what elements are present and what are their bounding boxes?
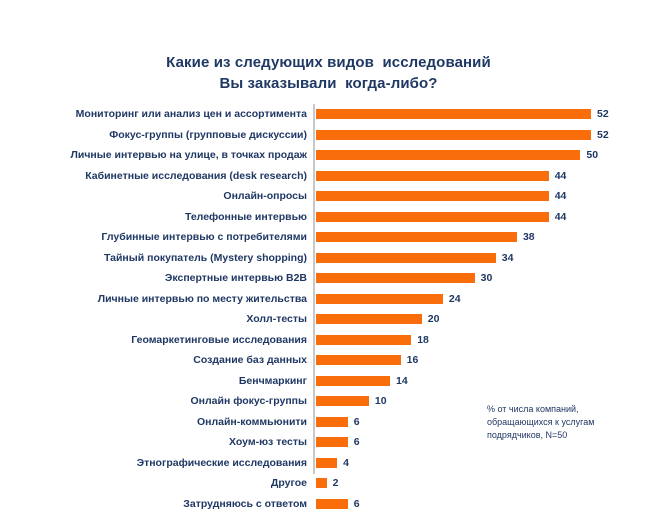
bar-category-label: Фокус-группы (групповые дискуссии)	[17, 125, 307, 146]
bar-chart: Какие из следующих видов исследований Вы…	[0, 0, 657, 494]
chart-title: Какие из следующих видов исследований Вы…	[0, 52, 657, 94]
bar-row: Этнографические исследования 4	[0, 453, 657, 474]
bar-row: Личные интервью на улице, в точках прода…	[0, 145, 657, 166]
bar-fill	[316, 273, 475, 283]
bar-row: Другое 2	[0, 473, 657, 494]
bar-row: Экспертные интервью B2B 30	[0, 268, 657, 289]
bar-fill	[316, 191, 549, 201]
bar-value-label: 44	[555, 186, 567, 207]
bar-row: Телефонные интервью 44	[0, 207, 657, 228]
bar-category-label: Бенчмаркинг	[17, 371, 307, 392]
bar-value-label: 6	[354, 494, 360, 514]
bar-category-label: Хоум-юз тесты	[17, 432, 307, 453]
bar-category-label: Тайный покупатель (Mystery shopping)	[17, 248, 307, 269]
bar-category-label: Личные интервью на улице, в точках прода…	[17, 145, 307, 166]
bar-value-label: 16	[407, 350, 419, 371]
bar-value-label: 50	[586, 145, 598, 166]
bar-value-label: 14	[396, 371, 408, 392]
bar-fill	[316, 458, 337, 468]
bar-category-label: Личные интервью по месту жительства	[17, 289, 307, 310]
bar-category-label: Этнографические исследования	[17, 453, 307, 474]
bar-fill	[316, 376, 390, 386]
bar-category-label: Создание баз данных	[17, 350, 307, 371]
bar-fill	[316, 478, 327, 488]
bar-fill	[316, 499, 348, 509]
bar-category-label: Онлайн фокус-группы	[17, 391, 307, 412]
bar-row: Создание баз данных 16	[0, 350, 657, 371]
bar-category-label: Онлайн-опросы	[17, 186, 307, 207]
chart-footnote: % от числа компаний, обращающихся к услу…	[487, 403, 647, 442]
bar-fill	[316, 253, 496, 263]
bar-category-label: Глубинные интервью с потребителями	[17, 227, 307, 248]
bar-category-label: Экспертные интервью B2B	[17, 268, 307, 289]
bar-category-label: Онлайн-коммьюнити	[17, 412, 307, 433]
bar-value-label: 2	[333, 473, 339, 494]
bar-value-label: 6	[354, 432, 360, 453]
bar-row: Глубинные интервью с потребителями 38	[0, 227, 657, 248]
bar-value-label: 52	[597, 104, 609, 125]
bar-category-label: Другое	[17, 473, 307, 494]
bar-fill	[316, 109, 591, 119]
bar-row: Мониторинг или анализ цен и ассортимента…	[0, 104, 657, 125]
bar-fill	[316, 314, 422, 324]
bar-fill	[316, 335, 411, 345]
bar-value-label: 20	[428, 309, 440, 330]
bar-row: Геомаркетинговые исследования 18	[0, 330, 657, 351]
bar-category-label: Телефонные интервью	[17, 207, 307, 228]
bar-value-label: 18	[417, 330, 429, 351]
bar-fill	[316, 171, 549, 181]
bar-fill	[316, 294, 443, 304]
footnote-line-2: обращающихся к услугам	[487, 416, 647, 429]
bar-value-label: 34	[502, 248, 514, 269]
bar-row: Бенчмаркинг 14	[0, 371, 657, 392]
bar-value-label: 6	[354, 412, 360, 433]
bar-row: Личные интервью по месту жительства 24	[0, 289, 657, 310]
bar-row: Онлайн-опросы 44	[0, 186, 657, 207]
bar-row: Холл-тесты 20	[0, 309, 657, 330]
bar-value-label: 44	[555, 207, 567, 228]
bar-value-label: 52	[597, 125, 609, 146]
bar-fill	[316, 212, 549, 222]
bar-fill	[316, 417, 348, 427]
bar-value-label: 44	[555, 166, 567, 187]
bar-row: Фокус-группы (групповые дискуссии) 52	[0, 125, 657, 146]
bar-fill	[316, 130, 591, 140]
bar-fill	[316, 437, 348, 447]
bar-value-label: 4	[343, 453, 349, 474]
bar-category-label: Затрудняюсь с ответом	[17, 494, 307, 514]
bar-fill	[316, 232, 517, 242]
bar-value-label: 24	[449, 289, 461, 310]
bar-row: Тайный покупатель (Mystery shopping) 34	[0, 248, 657, 269]
bar-fill	[316, 355, 401, 365]
chart-title-line-1: Какие из следующих видов исследований	[0, 52, 657, 73]
bar-row: Кабинетные исследования (desk research) 4…	[0, 166, 657, 187]
bar-value-label: 38	[523, 227, 535, 248]
bar-category-label: Геомаркетинговые исследования	[17, 330, 307, 351]
bar-category-label: Кабинетные исследования (desk research)	[17, 166, 307, 187]
bar-category-label: Холл-тесты	[17, 309, 307, 330]
bar-fill	[316, 150, 580, 160]
bar-category-label: Мониторинг или анализ цен и ассортимента	[17, 104, 307, 125]
bar-value-label: 10	[375, 391, 387, 412]
footnote-line-1: % от числа компаний,	[487, 403, 647, 416]
chart-title-line-2: Вы заказывали когда-либо?	[0, 73, 657, 94]
bar-fill	[316, 396, 369, 406]
footnote-line-3: подрядчиков, N=50	[487, 429, 647, 442]
bar-row: Затрудняюсь с ответом 6	[0, 494, 657, 514]
bar-value-label: 30	[481, 268, 493, 289]
